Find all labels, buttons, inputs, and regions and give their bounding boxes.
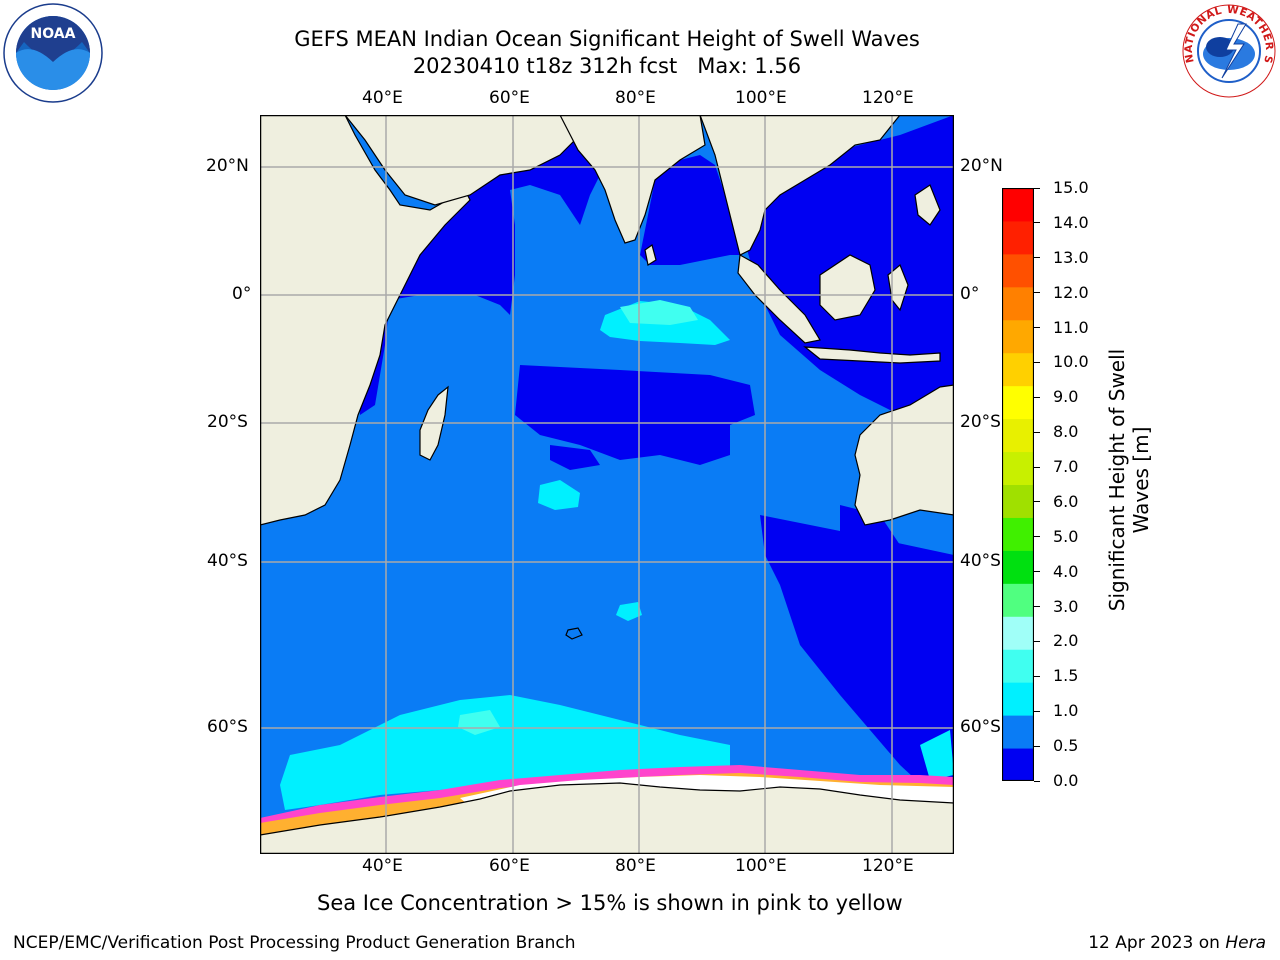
kerguelen-island (565, 627, 583, 640)
lat-tick-right-40s: 40°S (960, 551, 1001, 571)
colorbar-tick (1034, 780, 1040, 782)
lon-tick-top-40e: 40°E (362, 88, 403, 108)
colorbar-tick (1034, 571, 1040, 573)
colorbar-level-label: 3.0 (1053, 596, 1079, 616)
colorbar-level-label: 15.0 (1053, 178, 1089, 197)
colorbar-segment (1002, 418, 1034, 453)
colorbar-tick (1034, 327, 1040, 329)
colorbar-segment (1002, 188, 1034, 222)
colorbar-tick (1034, 606, 1040, 608)
colorbar-level-label: 1.5 (1053, 666, 1079, 686)
colorbar-segment (1002, 352, 1034, 387)
lat-tick-right-60s: 60°S (960, 717, 1001, 737)
colorbar (1002, 188, 1034, 781)
colorbar-segment (1002, 517, 1034, 551)
lat-tick-left-60s: 60°S (207, 717, 248, 737)
lon-tick-top-60e: 60°E (489, 88, 530, 108)
colorbar-tick (1034, 710, 1040, 712)
colorbar-segment (1002, 451, 1034, 485)
colorbar-level-label: 9.0 (1053, 387, 1079, 407)
colorbar-level-label: 6.0 (1053, 491, 1079, 511)
colorbar-level-label: 7.0 (1053, 457, 1079, 477)
chart-title: GEFS MEAN Indian Ocean Significant Heigh… (294, 27, 920, 51)
colorbar-segment (1002, 385, 1034, 420)
colorbar-segment (1002, 484, 1034, 518)
colorbar-level-label: 5.0 (1053, 526, 1079, 546)
colorbar-tick (1034, 257, 1040, 259)
colorbar-level-label: 0.5 (1053, 736, 1079, 756)
footer-date: 12 Apr 2023 on Hera (1088, 933, 1266, 953)
lat-tick-left-0: 0° (232, 284, 252, 304)
colorbar-level-label: 2.0 (1053, 631, 1079, 651)
colorbar-segment (1002, 616, 1034, 650)
lat-tick-left-40s: 40°S (207, 551, 248, 571)
footer-date-text: 12 Apr 2023 on (1088, 933, 1226, 953)
colorbar-segment (1002, 583, 1034, 617)
swell-height-map (260, 115, 954, 854)
colorbar-title-line2: Waves [m] (1129, 426, 1153, 534)
colorbar-segment (1002, 550, 1034, 584)
colorbar-tick (1034, 745, 1040, 747)
colorbar-tick (1034, 466, 1040, 468)
colorbar-title-line1: Significant Height of Swell (1105, 348, 1129, 612)
lat-tick-right-0: 0° (960, 284, 980, 304)
colorbar-segment (1002, 319, 1034, 354)
graticule (260, 115, 954, 854)
colorbar-tick (1034, 501, 1040, 503)
colorbar-level-label: 0.0 (1053, 771, 1079, 790)
colorbar-level-label: 8.0 (1053, 422, 1079, 442)
lon-tick-bottom-40e: 40°E (362, 856, 403, 876)
lon-tick-bottom-60e: 60°E (489, 856, 530, 876)
colorbar-level-label: 13.0 (1053, 247, 1089, 267)
colorbar-tick (1034, 431, 1040, 433)
colorbar-level-label: 10.0 (1053, 352, 1089, 372)
colorbar-tick (1034, 675, 1040, 677)
colorbar-segment (1002, 748, 1034, 781)
colorbar-level-label: 12.0 (1053, 282, 1089, 302)
footer-branch: NCEP/EMC/Verification Post Processing Pr… (13, 933, 576, 953)
lat-tick-left-20s: 20°S (207, 412, 248, 432)
nws-logo: NATIONAL WEATHER SERVICE (1180, 2, 1276, 98)
colorbar-segment (1002, 220, 1034, 255)
footer-machine: Hera (1225, 933, 1266, 953)
colorbar-level-label: 1.0 (1053, 701, 1079, 721)
chart-subtitle: 20230410 t18z 312h fcst Max: 1.56 (412, 54, 802, 78)
colorbar-segment (1002, 682, 1034, 716)
colorbar-segment (1002, 715, 1034, 749)
colorbar-title: Significant Height of Swell Waves [m] (1105, 320, 1153, 640)
colorbar-tick (1034, 222, 1040, 224)
lon-tick-bottom-120e: 120°E (862, 856, 914, 876)
colorbar-tick (1034, 536, 1040, 538)
lon-tick-top-120e: 120°E (862, 88, 914, 108)
lat-tick-left-20n: 20°N (206, 156, 249, 176)
colorbar-tick (1034, 396, 1040, 398)
noaa-logo: NOAA (3, 3, 103, 103)
sea-ice-note: Sea Ice Concentration > 15% is shown in … (317, 891, 903, 915)
lon-tick-bottom-80e: 80°E (615, 856, 656, 876)
map-frame (260, 115, 954, 854)
lat-tick-right-20s: 20°S (960, 412, 1001, 432)
colorbar-segment (1002, 253, 1034, 288)
colorbar-segment (1002, 649, 1034, 683)
colorbar-level-label: 14.0 (1053, 212, 1089, 232)
colorbar-level-label: 4.0 (1053, 561, 1079, 581)
colorbar-level-label: 11.0 (1053, 317, 1089, 337)
colorbar-tick (1034, 361, 1040, 363)
colorbar-tick (1034, 187, 1040, 189)
lat-tick-right-20n: 20°N (960, 156, 1003, 176)
colorbar-tick (1034, 640, 1040, 642)
lon-tick-top-100e: 100°E (735, 88, 787, 108)
lon-tick-bottom-100e: 100°E (735, 856, 787, 876)
colorbar-segment (1002, 286, 1034, 321)
colorbar-tick (1034, 292, 1040, 294)
noaa-logo-text: NOAA (31, 26, 76, 42)
lon-tick-top-80e: 80°E (615, 88, 656, 108)
